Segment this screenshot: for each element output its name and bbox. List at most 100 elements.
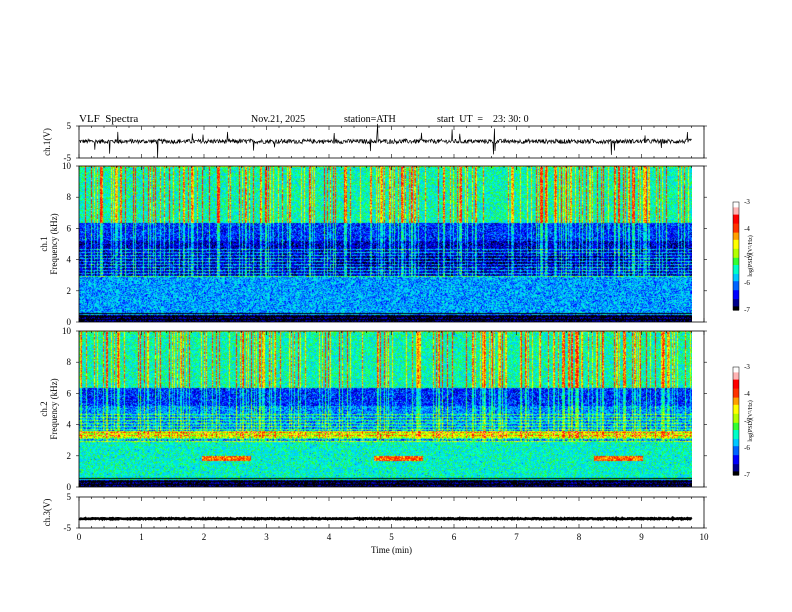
colorbar-swatch xyxy=(733,455,739,458)
colorbar-swatch xyxy=(733,376,739,379)
colorbar-swatch xyxy=(733,440,739,444)
y-tick-label: 4 xyxy=(67,255,72,265)
colorbar-swatch xyxy=(733,241,739,244)
colorbar-swatch xyxy=(733,259,739,262)
colorbar-swatch xyxy=(733,419,739,422)
colorbar-swatch xyxy=(733,471,739,474)
colorbar-swatch xyxy=(733,272,739,275)
colorbar-swatch xyxy=(733,220,739,223)
y-tick-label: 2 xyxy=(67,286,72,296)
colorbar-swatch xyxy=(733,433,739,436)
date-label: Nov.21, 2025 xyxy=(251,114,306,125)
channel-label: ch.1 xyxy=(39,236,49,251)
colorbar-swatch xyxy=(733,205,739,208)
colorbar-swatch xyxy=(733,288,739,291)
y-axis-label: Frequency (kHz) xyxy=(49,213,59,274)
colorbar-swatch xyxy=(733,446,739,449)
colorbar-swatch xyxy=(733,211,739,214)
colorbar-tick-label: -5 xyxy=(744,417,750,425)
colorbar-swatch xyxy=(733,421,739,424)
colorbar-swatch xyxy=(733,230,739,234)
colorbar-swatch xyxy=(733,297,739,300)
colorbar-label: log(PSD)(V²/Hz) xyxy=(747,400,754,441)
colorbar-swatch xyxy=(733,229,739,232)
y-tick-label: 10 xyxy=(62,326,72,336)
colorbar-swatch xyxy=(733,385,739,388)
y-tick-label: 5 xyxy=(67,492,72,502)
colorbar-frame xyxy=(732,201,740,311)
colorbar-swatch xyxy=(733,394,739,397)
y-tick-label: 0 xyxy=(67,317,72,327)
colorbar-swatch xyxy=(733,256,739,259)
colorbar-label: log(PSD)(V²/Hz) xyxy=(747,235,754,276)
colorbar-swatch xyxy=(733,422,739,426)
colorbar-swatch xyxy=(733,404,739,408)
colorbar-swatch xyxy=(733,250,739,253)
x-tick-label: 0 xyxy=(77,532,82,542)
colorbar-tick-label: -7 xyxy=(744,306,750,314)
colorbar-swatch xyxy=(733,268,739,271)
colorbar-swatch xyxy=(733,283,739,286)
colorbar-swatch xyxy=(733,462,739,465)
colorbar-swatch xyxy=(733,473,739,476)
colorbar-swatch xyxy=(733,367,739,370)
colorbar-swatch xyxy=(733,392,739,395)
spectrogram-image-ch1-spectrogram xyxy=(79,166,692,322)
trace-ch3-voltage xyxy=(78,515,693,522)
colorbar-swatch xyxy=(733,239,739,243)
colorbar-swatch xyxy=(733,257,739,261)
colorbar-swatch xyxy=(733,275,739,279)
colorbar-swatch xyxy=(733,308,739,311)
colorbar-tick-label: -6 xyxy=(744,279,750,287)
x-tick-label: 9 xyxy=(639,532,644,542)
colorbar-swatch xyxy=(733,430,739,433)
colorbar-swatch xyxy=(733,439,739,442)
channel-label: ch.2 xyxy=(39,401,49,416)
colorbar-swatch xyxy=(733,444,739,447)
colorbar-swatch xyxy=(733,379,739,382)
colorbar-swatch xyxy=(733,383,739,386)
colorbar-swatch xyxy=(733,290,739,293)
colorbar-swatch xyxy=(733,214,739,217)
colorbar-swatch xyxy=(733,306,739,309)
colorbar-swatch xyxy=(733,370,739,373)
colorbar-swatch xyxy=(733,399,739,402)
colorbar-swatch xyxy=(733,412,739,415)
x-tick-label: 5 xyxy=(389,532,394,542)
y-tick-label: 4 xyxy=(67,420,72,430)
colorbar-swatch xyxy=(733,245,739,248)
x-tick-label: 6 xyxy=(452,532,457,542)
colorbar-swatch xyxy=(733,234,739,237)
colorbar-swatch xyxy=(733,284,739,288)
colorbar-swatch xyxy=(733,209,739,212)
y-tick-label: -5 xyxy=(64,523,72,533)
colorbar-swatch xyxy=(733,377,739,381)
colorbar-swatch xyxy=(733,221,739,225)
colorbar-tick-label: -7 xyxy=(744,471,750,479)
colorbar-swatch xyxy=(733,265,739,268)
colorbar-frame xyxy=(732,366,740,476)
colorbar-swatch xyxy=(733,261,739,264)
colorbar-swatch xyxy=(733,453,739,456)
colorbar-swatch xyxy=(733,207,739,210)
colorbar-swatch xyxy=(733,216,739,219)
colorbar-swatch xyxy=(733,458,739,462)
colorbar-tick-label: -3 xyxy=(744,363,750,371)
y-axis-label: ch.3(V) xyxy=(42,499,52,527)
colorbar-swatch xyxy=(733,437,739,440)
x-tick-label: 7 xyxy=(514,532,519,542)
colorbar-swatch xyxy=(733,238,739,241)
x-axis-label: Time (min) xyxy=(371,545,412,555)
y-tick-label: 6 xyxy=(67,223,72,233)
colorbar-swatch xyxy=(733,274,739,277)
colorbar-swatch xyxy=(733,460,739,463)
colorbar-swatch xyxy=(733,295,739,298)
start-time-label: start UT = 23: 30: 0 xyxy=(437,114,529,125)
colorbar-swatch xyxy=(733,435,739,438)
colorbar-swatch xyxy=(733,243,739,246)
colorbar-swatch xyxy=(733,388,739,391)
colorbar-swatch xyxy=(733,415,739,418)
colorbar-tick-label: -3 xyxy=(744,198,750,206)
y-tick-label: 6 xyxy=(67,388,72,398)
colorbar-swatch xyxy=(733,281,739,284)
